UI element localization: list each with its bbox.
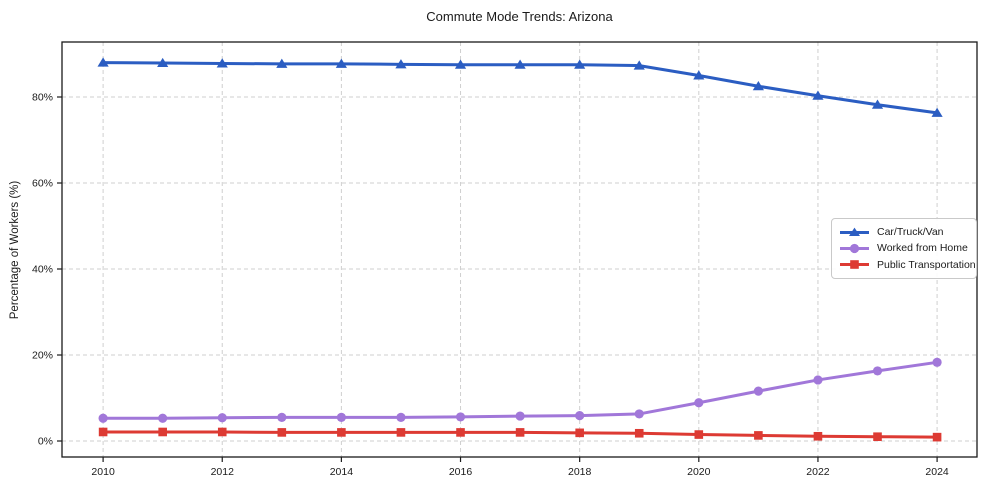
- square-marker: [634, 428, 644, 438]
- circle-marker: [158, 413, 168, 423]
- square-marker: [277, 428, 287, 437]
- circle-marker: [753, 386, 763, 396]
- tick-labels: 2010 2012 2014 2016 2018 2020 2022 2024 0% 20% 40%…: [32, 91, 949, 478]
- y-tick-label: 80%: [32, 91, 53, 103]
- circle-marker-icon: [840, 243, 869, 254]
- square-marker: [456, 428, 465, 437]
- triangle-marker: [276, 58, 288, 68]
- triangle-marker: [395, 59, 407, 69]
- axis-ticks: [57, 96, 938, 462]
- square-marker: [694, 430, 704, 439]
- circle-marker: [813, 375, 823, 385]
- square-marker-icon: [840, 260, 869, 270]
- triangle-marker: [574, 59, 586, 69]
- y-tick-label: 60%: [32, 177, 53, 189]
- legend-label-worked-from-home: Worked from Home: [877, 242, 968, 255]
- square-marker: [158, 427, 167, 437]
- triangle-marker-icon: [840, 227, 869, 236]
- square-marker: [515, 428, 525, 437]
- triangle-marker: [812, 90, 824, 100]
- square-marker: [98, 427, 108, 437]
- circle-marker: [277, 412, 287, 422]
- circle-marker: [872, 366, 883, 376]
- triangle-marker: [752, 81, 764, 91]
- x-tick-label: 2012: [211, 466, 235, 478]
- series-line: [101, 61, 939, 115]
- x-tick-label: 2020: [687, 466, 711, 478]
- triangle-marker: [514, 59, 526, 69]
- x-tick-label: 2022: [806, 466, 830, 478]
- series-car-truck-van: [97, 57, 943, 117]
- square-marker: [575, 428, 584, 438]
- triangle-marker: [633, 60, 645, 70]
- x-tick-label: 2018: [568, 466, 592, 478]
- square-marker: [932, 432, 942, 442]
- circle-marker: [932, 357, 942, 367]
- triangle-marker: [871, 99, 884, 109]
- triangle-marker: [693, 70, 705, 80]
- gridlines: [62, 42, 977, 457]
- circle-marker: [98, 413, 108, 423]
- circle-marker: [634, 409, 644, 419]
- triangle-marker: [97, 57, 109, 67]
- circle-marker: [575, 411, 585, 421]
- square-marker: [754, 431, 763, 440]
- y-tick-label: 0%: [38, 436, 53, 448]
- chart-title: Commute Mode Trends: Arizona: [426, 9, 613, 24]
- circle-marker: [336, 412, 346, 422]
- x-tick-label: 2024: [925, 466, 949, 478]
- triangle-marker: [454, 59, 467, 69]
- circle-marker: [455, 412, 466, 422]
- square-marker: [217, 427, 227, 437]
- x-tick-label: 2014: [330, 466, 354, 478]
- legend-item-worked-from-home: Worked from Home: [839, 240, 968, 256]
- square-marker: [337, 428, 346, 437]
- x-tick-label: 2010: [91, 466, 115, 478]
- legend-label-public-transportation: Public Transportation: [877, 258, 976, 271]
- series-worked-from-home: [98, 357, 942, 423]
- plot-border: [61, 41, 978, 458]
- circle-marker: [217, 413, 227, 423]
- y-tick-label: 20%: [32, 350, 53, 362]
- triangle-marker: [216, 58, 228, 68]
- y-tick-label: 40%: [32, 264, 53, 276]
- chart-legend: Car/Truck/Van Worked from Home Public Tr…: [831, 218, 977, 279]
- legend-item-car-truck-van: Car/Truck/Van: [839, 224, 968, 240]
- legend-item-public-transportation: Public Transportation: [839, 257, 976, 273]
- triangle-marker: [931, 107, 943, 117]
- triangle-marker: [157, 57, 169, 68]
- circle-marker: [396, 412, 406, 422]
- series-public-transportation: [98, 427, 942, 442]
- square-marker: [396, 428, 406, 437]
- series-line: [101, 360, 939, 420]
- legend-label-car-truck-van: Car/Truck/Van: [877, 226, 944, 239]
- x-tick-label: 2016: [449, 466, 473, 478]
- square-marker: [873, 432, 882, 442]
- circle-marker: [694, 398, 704, 408]
- square-marker: [813, 431, 823, 441]
- triangle-marker: [335, 58, 347, 68]
- circle-marker: [515, 411, 525, 421]
